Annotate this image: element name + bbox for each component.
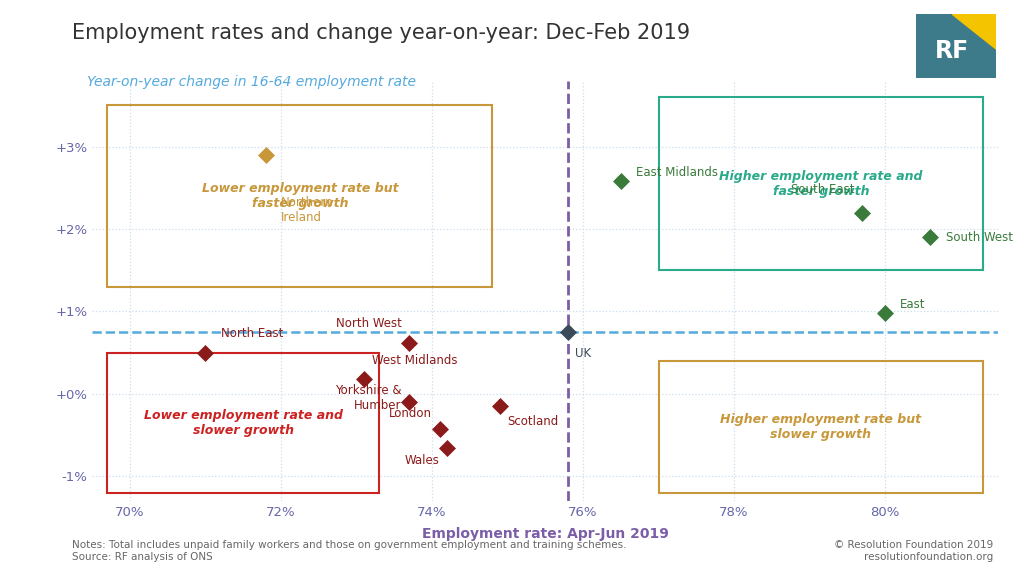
Point (258, 150, 274, 160)
Text: Yorkshire &
Humber: Yorkshire & Humber (335, 384, 401, 412)
Point (401, 338, 418, 347)
Point (854, 208, 870, 217)
Point (401, 397, 418, 407)
Text: Year-on-year change in 16-64 employment rate: Year-on-year change in 16-64 employment … (87, 75, 416, 89)
Point (492, 401, 508, 411)
Text: RF: RF (935, 39, 970, 63)
Polygon shape (952, 14, 996, 49)
Point (356, 374, 373, 384)
Point (560, 328, 577, 337)
Text: © Resolution Foundation 2019
resolutionfoundation.org: © Resolution Foundation 2019 resolutionf… (834, 540, 993, 562)
Point (198, 348, 214, 357)
Text: Higher employment rate but
slower growth: Higher employment rate but slower growth (720, 413, 922, 441)
Text: East Midlands: East Midlands (636, 166, 718, 180)
Text: South East: South East (792, 183, 855, 196)
Text: Employment rates and change year-on-year: Dec-Feb 2019: Employment rates and change year-on-year… (72, 23, 690, 43)
Text: Higher employment rate and
faster growth: Higher employment rate and faster growth (719, 170, 923, 198)
Point (431, 424, 447, 433)
Text: South West: South West (945, 231, 1013, 244)
Text: Wales: Wales (404, 454, 439, 467)
Point (923, 233, 939, 242)
Text: East: East (900, 298, 926, 312)
X-axis label: Employment rate: Apr-Jun 2019: Employment rate: Apr-Jun 2019 (422, 527, 669, 541)
Text: Northern
Ireland: Northern Ireland (281, 196, 334, 224)
Point (877, 309, 893, 318)
Text: Scotland: Scotland (508, 415, 559, 427)
Point (612, 177, 629, 186)
Text: UK: UK (575, 347, 592, 360)
Text: North East: North East (220, 327, 283, 340)
Text: North West: North West (336, 317, 401, 331)
Text: London: London (389, 407, 432, 420)
Text: Lower employment rate but
faster growth: Lower employment rate but faster growth (202, 182, 398, 210)
Text: West Midlands: West Midlands (372, 354, 457, 367)
Text: Notes: Total includes unpaid family workers and those on government employment a: Notes: Total includes unpaid family work… (72, 540, 627, 562)
Text: Lower employment rate and
slower growth: Lower employment rate and slower growth (143, 409, 343, 437)
Point (439, 443, 456, 452)
